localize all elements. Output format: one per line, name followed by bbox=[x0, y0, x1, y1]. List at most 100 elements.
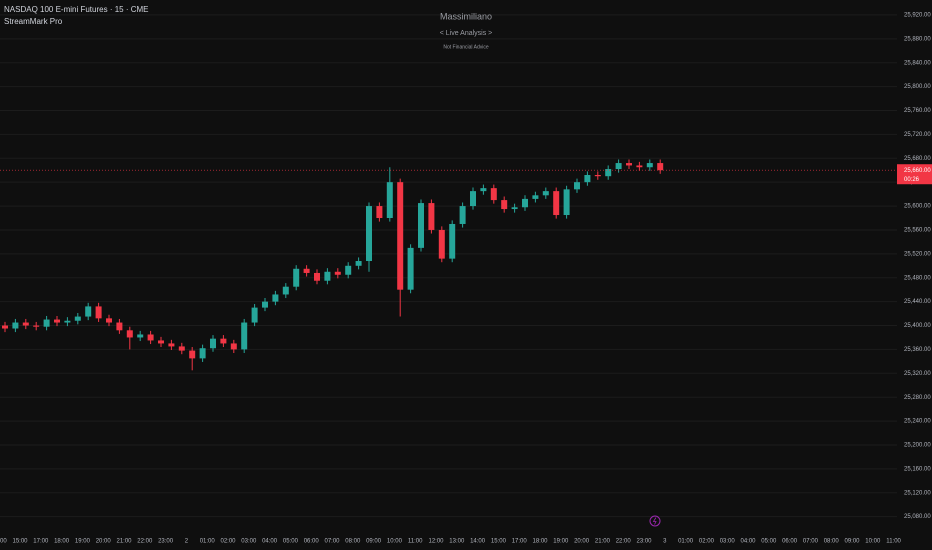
x-tick-label: 20:00 bbox=[96, 539, 112, 545]
candle-body bbox=[334, 271, 341, 275]
candle-body bbox=[522, 198, 528, 208]
x-tick-label: 3 bbox=[663, 539, 667, 545]
y-tick-label: 25,720.00 bbox=[904, 132, 931, 138]
y-tick-label: 25,440.00 bbox=[904, 299, 931, 305]
candle-body bbox=[407, 247, 414, 290]
x-tick-label: 17:00 bbox=[512, 539, 528, 545]
candle-body bbox=[553, 191, 560, 216]
candle-body bbox=[168, 343, 175, 347]
event-icon-bolt bbox=[652, 517, 657, 525]
candle-body bbox=[594, 175, 601, 177]
candle-body bbox=[12, 322, 19, 329]
candle-body bbox=[511, 207, 518, 210]
x-tick-label: 15:00 bbox=[491, 539, 507, 545]
candle-body bbox=[563, 189, 570, 216]
y-tick-label: 25,240.00 bbox=[904, 419, 931, 425]
x-tick-label: 06:00 bbox=[304, 539, 320, 545]
candle-body bbox=[74, 316, 81, 321]
x-tick-label: 11:00 bbox=[886, 539, 901, 545]
candle-body bbox=[470, 191, 476, 207]
candle-body bbox=[189, 350, 196, 359]
candle-body bbox=[64, 320, 71, 323]
last-price-label: 25,660.00 bbox=[904, 168, 931, 174]
candle-body bbox=[438, 229, 445, 259]
x-tick-label: 22:00 bbox=[137, 539, 153, 545]
candle-body bbox=[542, 191, 549, 196]
y-tick-label: 25,880.00 bbox=[904, 36, 931, 42]
y-tick-label: 25,920.00 bbox=[904, 13, 931, 19]
x-tick-label: 09:00 bbox=[366, 539, 382, 545]
candle-body bbox=[241, 322, 248, 350]
y-tick-label: 25,680.00 bbox=[904, 156, 931, 162]
x-tick-label: 23:00 bbox=[636, 539, 652, 545]
candle-body bbox=[324, 271, 331, 281]
candle-body bbox=[490, 188, 497, 201]
x-tick-label: 03:00 bbox=[720, 539, 736, 545]
candle-body bbox=[22, 322, 29, 326]
x-tick-label: 03:00 bbox=[241, 539, 257, 545]
x-tick-label: 10:00 bbox=[387, 539, 403, 545]
candle-body bbox=[178, 346, 185, 351]
candle-body bbox=[85, 306, 92, 317]
candle-body bbox=[626, 163, 632, 166]
candle-body bbox=[272, 294, 279, 302]
x-tick-label: 14:00 bbox=[0, 539, 7, 545]
y-tick-label: 25,520.00 bbox=[904, 251, 931, 257]
x-tick-label: 06:00 bbox=[782, 539, 798, 545]
candle-body bbox=[574, 182, 580, 190]
candle-body bbox=[33, 325, 40, 327]
candle-body bbox=[158, 340, 164, 344]
countdown-label: 00:26 bbox=[904, 177, 920, 183]
y-tick-label: 25,120.00 bbox=[904, 490, 931, 496]
y-tick-label: 25,400.00 bbox=[904, 323, 931, 329]
x-tick-label: 22:00 bbox=[616, 539, 632, 545]
y-tick-label: 25,760.00 bbox=[904, 108, 931, 114]
candle-body bbox=[126, 330, 133, 338]
candle-body bbox=[449, 223, 456, 259]
candle-body bbox=[345, 265, 352, 275]
candle-body bbox=[605, 169, 612, 177]
x-tick-label: 14:00 bbox=[470, 539, 486, 545]
candle-body bbox=[199, 348, 206, 359]
axes: 25,920.00 25,880.00 25,840.00 25,800.00 25,7… bbox=[0, 13, 932, 545]
x-tick-label: 12:00 bbox=[428, 539, 444, 545]
x-tick-label: 08:00 bbox=[824, 539, 840, 545]
candle-body bbox=[210, 338, 216, 349]
x-tick-label: 04:00 bbox=[740, 539, 756, 545]
candle-body bbox=[386, 182, 393, 219]
candle-body bbox=[355, 261, 362, 266]
candle-body bbox=[657, 163, 664, 171]
watermark-note: Not Financial Advice bbox=[443, 44, 489, 50]
x-tick-label: 01:00 bbox=[678, 539, 694, 545]
candle-body bbox=[282, 286, 289, 295]
x-tick-label: 01:00 bbox=[200, 539, 216, 545]
y-tick-label: 25,600.00 bbox=[904, 204, 931, 210]
candle-body bbox=[480, 188, 487, 192]
candle-body bbox=[459, 206, 466, 224]
y-tick-label: 25,080.00 bbox=[904, 514, 931, 520]
x-tick-label: 07:00 bbox=[324, 539, 340, 545]
candle-body bbox=[418, 203, 424, 248]
x-tick-label: 11:00 bbox=[408, 539, 423, 545]
candle-body bbox=[314, 272, 320, 281]
watermark-subtitle: < Live Analysis > bbox=[440, 30, 493, 37]
y-tick-label: 25,200.00 bbox=[904, 443, 931, 449]
candle-body bbox=[147, 334, 154, 341]
candle-body bbox=[366, 206, 372, 262]
candle-body bbox=[220, 338, 227, 344]
candle-body bbox=[532, 195, 539, 199]
candle-body bbox=[636, 165, 643, 168]
symbol-title: NASDAQ 100 E-mini Futures · 15 · CME bbox=[4, 5, 148, 14]
x-tick-label: 21:00 bbox=[595, 539, 611, 545]
x-tick-label: 05:00 bbox=[761, 539, 777, 545]
candle-body bbox=[293, 268, 300, 287]
y-tick-label: 25,800.00 bbox=[904, 84, 931, 90]
x-tick-label: 02:00 bbox=[220, 539, 236, 545]
x-tick-label: 20:00 bbox=[574, 539, 590, 545]
event-icon[interactable] bbox=[649, 515, 661, 527]
candle-body bbox=[303, 268, 310, 273]
candle-body bbox=[376, 206, 383, 219]
x-tick-label: 19:00 bbox=[75, 539, 91, 545]
x-tick-label: 10:00 bbox=[865, 539, 881, 545]
